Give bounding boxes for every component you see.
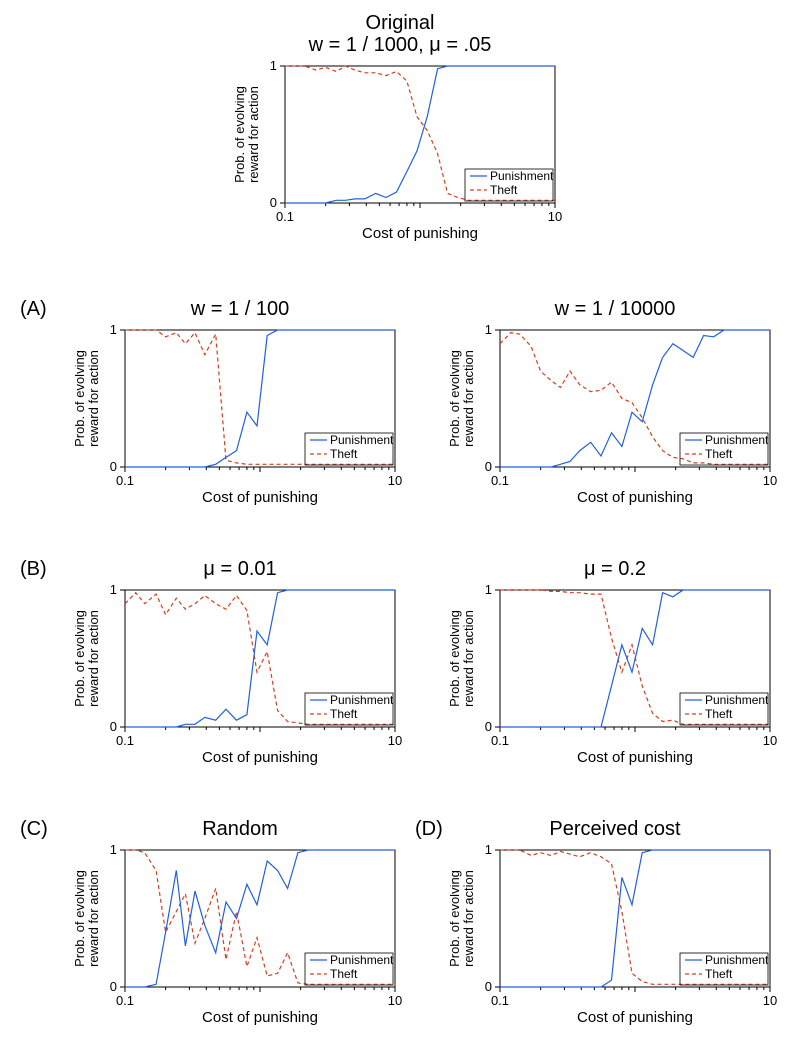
panel-title-original: Originalw = 1 / 1000, μ = .05	[235, 12, 565, 56]
svg-text:10: 10	[388, 473, 402, 488]
svg-text:Cost of punishing: Cost of punishing	[577, 749, 693, 766]
chart-B-left: 0 1 0.1 10 Prob. of evolvingreward for actio…	[75, 582, 405, 767]
panel-title-B-right: μ = 0.2	[450, 558, 780, 580]
legend-label: Punishment	[705, 433, 769, 447]
svg-text:Prob. of evolvingreward for ac: Prob. of evolvingreward for action	[75, 610, 101, 707]
chart-wrap-A-right: 0 1 0.1 10 Prob. of evolvingreward for actio…	[450, 322, 780, 507]
svg-text:0: 0	[485, 719, 492, 734]
panel-title-B-left: μ = 0.01	[75, 558, 405, 580]
svg-text:0.1: 0.1	[491, 733, 509, 748]
svg-text:Prob. of evolvingreward for ac: Prob. of evolvingreward for action	[450, 610, 476, 707]
legend-label: Theft	[490, 183, 518, 197]
svg-text:1: 1	[110, 322, 117, 337]
svg-text:10: 10	[763, 733, 777, 748]
svg-text:Prob. of evolvingreward for ac: Prob. of evolvingreward for action	[75, 870, 101, 967]
chart-A-left: 0 1 0.1 10 Prob. of evolvingreward for actio…	[75, 322, 405, 507]
row-label: (C)	[20, 818, 48, 841]
legend-label: Punishment	[705, 953, 769, 967]
svg-text:1: 1	[270, 58, 277, 73]
legend-label: Theft	[330, 967, 358, 981]
chart-wrap-D: 0 1 0.1 10 Prob. of evolvingreward for actio…	[450, 842, 780, 1027]
svg-text:1: 1	[485, 842, 492, 857]
svg-text:10: 10	[763, 993, 777, 1008]
svg-text:10: 10	[388, 733, 402, 748]
figure-page: Originalw = 1 / 1000, μ = .05010.110Prob…	[0, 0, 802, 1037]
legend-label: Punishment	[330, 433, 394, 447]
svg-text:0: 0	[485, 459, 492, 474]
svg-text:0.1: 0.1	[491, 473, 509, 488]
svg-text:1: 1	[485, 582, 492, 597]
svg-text:0: 0	[485, 979, 492, 994]
svg-text:1: 1	[110, 582, 117, 597]
legend-label: Theft	[330, 447, 358, 461]
chart-wrap-B-left: 0 1 0.1 10 Prob. of evolvingreward for actio…	[75, 582, 405, 767]
legend-label: Punishment	[705, 693, 769, 707]
svg-text:0.1: 0.1	[116, 733, 134, 748]
chart-C: 0 1 0.1 10 Prob. of evolvingreward for actio…	[75, 842, 405, 1027]
svg-text:0.1: 0.1	[116, 993, 134, 1008]
chart-original: 0 1 0.1 10 Prob. of evolvingreward for actio…	[235, 58, 565, 243]
panel-title-C: Random	[75, 818, 405, 840]
svg-text:1: 1	[110, 842, 117, 857]
chart-A-right: 0 1 0.1 10 Prob. of evolvingreward for actio…	[450, 322, 780, 507]
row-label: (D)	[415, 818, 443, 841]
legend-label: Punishment	[490, 169, 554, 183]
svg-text:0.1: 0.1	[491, 993, 509, 1008]
svg-text:Cost of punishing: Cost of punishing	[362, 225, 478, 242]
svg-text:0.1: 0.1	[116, 473, 134, 488]
legend-label: Punishment	[330, 953, 394, 967]
svg-text:10: 10	[763, 473, 777, 488]
svg-text:10: 10	[388, 993, 402, 1008]
chart-B-right: 0 1 0.1 10 Prob. of evolvingreward for actio…	[450, 582, 780, 767]
panel-title-D: Perceived cost	[450, 818, 780, 840]
legend-label: Theft	[705, 447, 733, 461]
svg-text:0: 0	[110, 979, 117, 994]
svg-text:Cost of punishing: Cost of punishing	[202, 749, 318, 766]
legend-label: Theft	[705, 707, 733, 721]
svg-text:Prob. of evolvingreward for ac: Prob. of evolvingreward for action	[235, 86, 261, 183]
svg-text:Cost of punishing: Cost of punishing	[202, 1009, 318, 1026]
svg-text:Cost of punishing: Cost of punishing	[577, 489, 693, 506]
svg-text:Prob. of evolvingreward for ac: Prob. of evolvingreward for action	[450, 870, 476, 967]
svg-text:1: 1	[485, 322, 492, 337]
svg-text:0: 0	[110, 459, 117, 474]
chart-D: 0 1 0.1 10 Prob. of evolvingreward for actio…	[450, 842, 780, 1027]
row-label: (A)	[20, 298, 47, 321]
panel-title-A-right: w = 1 / 10000	[450, 298, 780, 320]
svg-text:0.1: 0.1	[276, 209, 294, 224]
chart-wrap-A-left: 0 1 0.1 10 Prob. of evolvingreward for actio…	[75, 322, 405, 507]
svg-text:Prob. of evolvingreward for ac: Prob. of evolvingreward for action	[75, 350, 101, 447]
legend-label: Theft	[705, 967, 733, 981]
chart-wrap-original: 0 1 0.1 10 Prob. of evolvingreward for actio…	[235, 58, 565, 243]
legend-label: Punishment	[330, 693, 394, 707]
svg-text:Cost of punishing: Cost of punishing	[577, 1009, 693, 1026]
svg-text:0: 0	[110, 719, 117, 734]
panel-title-A-left: w = 1 / 100	[75, 298, 405, 320]
chart-wrap-B-right: 0 1 0.1 10 Prob. of evolvingreward for actio…	[450, 582, 780, 767]
legend-label: Theft	[330, 707, 358, 721]
chart-wrap-C: 0 1 0.1 10 Prob. of evolvingreward for actio…	[75, 842, 405, 1027]
svg-text:0: 0	[270, 195, 277, 210]
row-label: (B)	[20, 558, 47, 581]
svg-text:10: 10	[548, 209, 562, 224]
svg-text:Prob. of evolvingreward for ac: Prob. of evolvingreward for action	[450, 350, 476, 447]
svg-text:Cost of punishing: Cost of punishing	[202, 489, 318, 506]
